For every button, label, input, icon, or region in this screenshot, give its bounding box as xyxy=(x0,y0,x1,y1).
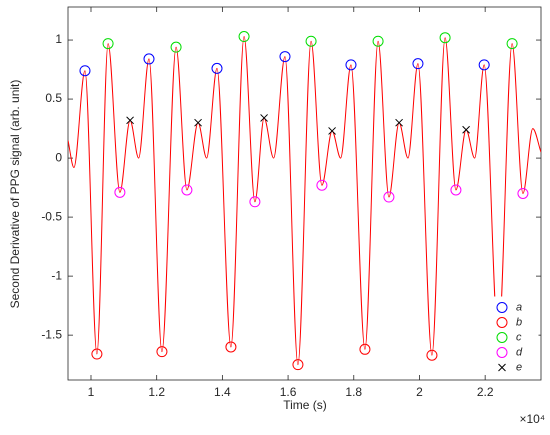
marker-x xyxy=(462,125,470,134)
marker-circle xyxy=(506,38,518,50)
marker-circle xyxy=(170,41,182,53)
marker-circle xyxy=(211,62,223,74)
y-axis-label: Second Derivative of PPG signal (arb. un… xyxy=(8,80,22,309)
marker-circle xyxy=(478,59,490,71)
marker-circle xyxy=(79,65,91,77)
marker-circle xyxy=(359,343,371,355)
marker-x xyxy=(328,127,336,135)
x-tick-label: 2.2 xyxy=(477,385,494,399)
y-tick-label: -0.5 xyxy=(41,209,62,223)
marker-circle xyxy=(305,35,317,47)
legend-label: e xyxy=(516,361,522,373)
marker-circle xyxy=(383,191,395,203)
legend-label: b xyxy=(516,316,522,328)
x-tick-label: 1.2 xyxy=(148,385,165,399)
marker-circle xyxy=(517,188,529,199)
x-tick-label: 1.6 xyxy=(280,385,297,399)
marker-circle xyxy=(345,59,357,71)
marker-circle xyxy=(181,184,193,196)
y-tick-label: 0.5 xyxy=(45,91,62,105)
x-tick-label: 1.4 xyxy=(214,385,231,399)
marker-circle xyxy=(316,179,328,191)
marker-circle xyxy=(102,38,114,50)
marker-circle xyxy=(439,32,451,44)
x-tick-label: 2 xyxy=(416,385,423,399)
x-tick-label: 1 xyxy=(88,385,95,399)
marker-x xyxy=(126,116,134,125)
marker-circle xyxy=(372,35,384,47)
marker-circle xyxy=(279,51,291,63)
x-axis-label: Time (s) xyxy=(283,398,327,412)
legend-box xyxy=(487,296,539,379)
marker-x xyxy=(194,118,202,127)
marker-circle xyxy=(292,359,304,371)
marker-x xyxy=(260,114,268,122)
y-tick-label: 0 xyxy=(55,150,62,164)
marker-circle xyxy=(249,196,261,208)
x-exponent: ×10⁴ xyxy=(519,412,545,426)
y-tick-label: -1 xyxy=(51,268,62,282)
marker-circle xyxy=(426,349,438,361)
y-tick-label: 1 xyxy=(55,32,62,46)
marker-circle xyxy=(496,347,508,358)
marker-circle xyxy=(238,31,250,43)
marker-circle xyxy=(225,341,237,353)
legend-label: d xyxy=(516,346,523,358)
marker-circle xyxy=(496,317,508,328)
legend-label: a xyxy=(516,301,522,313)
marker-x xyxy=(498,363,506,372)
marker-circle xyxy=(496,302,508,313)
marker-circle xyxy=(156,346,168,358)
x-tick-label: 1.8 xyxy=(345,385,362,399)
marker-circle xyxy=(450,184,462,196)
marker-circle xyxy=(412,58,424,70)
marker-circle xyxy=(496,332,508,343)
marker-circle xyxy=(114,186,126,198)
y-tick-label: -1.5 xyxy=(41,327,62,341)
marker-x xyxy=(395,118,403,127)
marker-circle xyxy=(143,53,155,65)
marker-circle xyxy=(91,348,103,360)
legend-label: c xyxy=(516,331,522,343)
